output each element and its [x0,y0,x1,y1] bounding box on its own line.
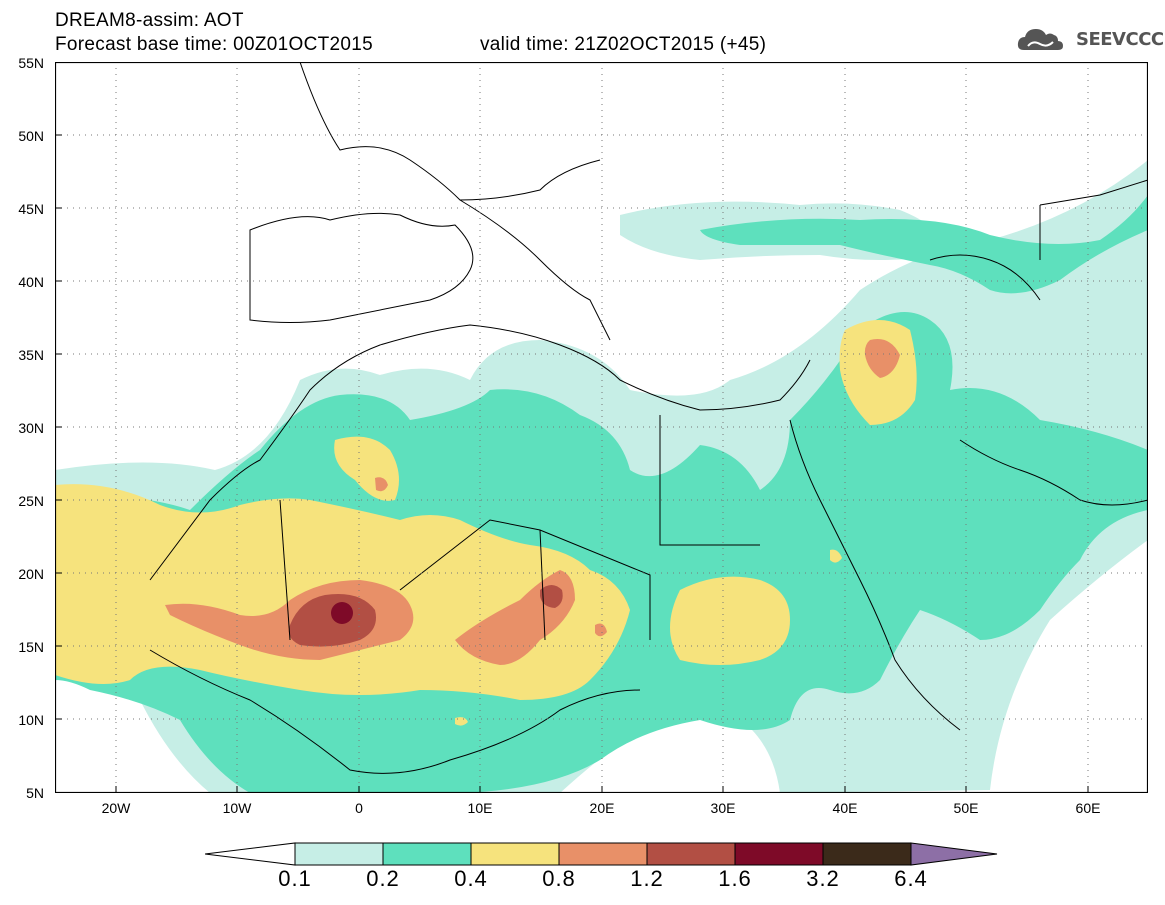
lat-label-45n: 45N [18,201,44,217]
seevccc-logo: SEEVCCC [1016,24,1164,54]
colorbar-high-triangle [910,842,998,866]
lon-label-50e: 50E [953,800,979,816]
borders [149,62,1148,774]
colorbar-bin-0.1 [294,842,384,866]
lat-label-25n: 25N [18,493,44,509]
forecast-base-time: Forecast base time: 00Z01OCT2015 [55,34,373,55]
lat-label-35n: 35N [18,347,44,363]
colorbar-bin-0.8 [558,842,648,866]
lat-label-55n: 55N [18,55,44,71]
lat-label-30n: 30N [18,420,44,436]
colorbar-bin-3.2 [822,842,912,866]
gridlines [55,62,1148,793]
colorbar-label-3.2: 3.2 [806,866,840,891]
colorbar-bin-1.6 [734,842,824,866]
lon-label-40e: 40E [832,800,858,816]
colorbar-label-0.8: 0.8 [542,866,576,891]
colorbar-label-0.1: 0.1 [278,866,312,891]
map-title: DREAM8-assim: AOT [55,10,244,31]
lon-label-20w: 20W [101,800,131,816]
lat-label-15n: 15N [18,639,44,655]
colorbar-label-6.4: 6.4 [894,866,928,891]
aot-map [55,62,1148,793]
lat-label-50n: 50N [18,128,44,144]
lat-label-5n: 5N [26,785,44,801]
aot-contour-1.6 [331,602,353,624]
lat-label-20n: 20N [18,566,44,582]
lon-label-30e: 30E [710,800,736,816]
colorbar [205,842,998,866]
lon-label-60e: 60E [1075,800,1101,816]
colorbar-label-0.2: 0.2 [366,866,400,891]
lon-label-0: 0 [355,800,363,816]
colorbar-bin-0.4 [470,842,560,866]
lat-label-40n: 40N [18,274,44,290]
logo-text: SEEVCCC [1076,28,1164,50]
cloud-icon [1017,29,1063,50]
lat-label-10n: 10N [18,712,44,728]
colorbar-label-0.4: 0.4 [454,866,488,891]
colorbar-low-triangle [205,842,296,866]
colorbar-bin-1.2 [646,842,736,866]
colorbar-label-1.6: 1.6 [718,866,752,891]
colorbar-bin-0.2 [382,842,472,866]
lon-label-20e: 20E [589,800,615,816]
colorbar-label-1.2: 1.2 [630,866,664,891]
valid-time: valid time: 21Z02OCT2015 (+45) [480,34,767,55]
aot-contour-1.2 [288,585,563,647]
lon-label-10w: 10W [222,800,252,816]
lon-label-10e: 10E [467,800,493,816]
axis-ticks [55,134,1089,793]
